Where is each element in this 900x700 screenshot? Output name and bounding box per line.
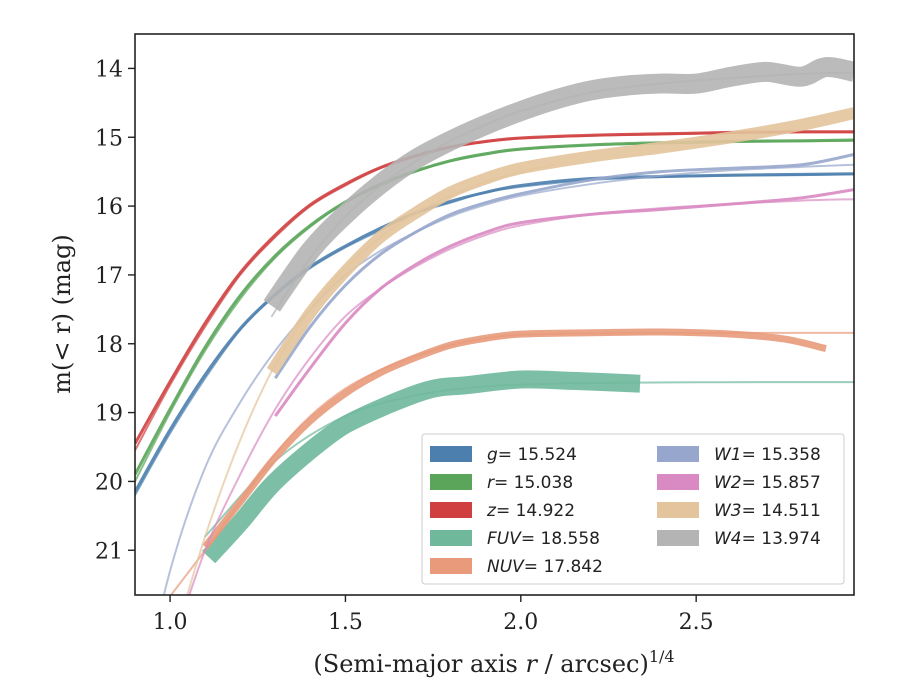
x-tick-label: 1.0 xyxy=(153,610,188,635)
x-tick-label: 2.5 xyxy=(679,610,714,635)
series-layer xyxy=(135,56,854,595)
legend-item-w2: W2= 15.857 xyxy=(657,473,821,493)
legend-swatch xyxy=(657,502,699,518)
legend-label: g= 15.524 xyxy=(487,445,577,465)
legend-swatch xyxy=(430,474,472,490)
legend-item-g: g= 15.524 xyxy=(430,445,577,465)
y-axis: 14 15 16 17 18 19 20 21 xyxy=(95,57,135,564)
y-tick-label: 17 xyxy=(95,264,123,289)
legend-item-w1: W1= 15.358 xyxy=(657,445,821,465)
legend-swatch xyxy=(430,446,472,462)
legend: g= 15.524 r= 15.038 z= 14.922 FUV= 18.558 NU… xyxy=(421,433,845,585)
legend-swatch xyxy=(657,446,699,462)
legend-label: FUV= 18.558 xyxy=(487,529,600,549)
series-nuv xyxy=(169,328,854,595)
y-tick-label: 19 xyxy=(95,402,123,427)
x-tick-label: 1.5 xyxy=(328,610,363,635)
x-tick-label: 2.0 xyxy=(503,610,538,635)
series-w1 xyxy=(162,152,854,595)
series-w4 xyxy=(263,56,854,318)
legend-swatch xyxy=(430,502,472,518)
series-w2 xyxy=(188,188,854,595)
legend-label: r= 15.038 xyxy=(487,473,573,493)
plot-frame xyxy=(134,33,855,596)
legend-item-fuv: FUV= 18.558 xyxy=(430,529,600,549)
y-axis-label: m(< r) (mag) xyxy=(48,234,76,393)
series-nuv-profile-band xyxy=(202,328,827,549)
legend-item-nuv: NUV= 17.842 xyxy=(430,557,603,577)
y-tick-label: 14 xyxy=(95,57,123,82)
x-axis-label: (Semi-major axis r / arcsec)1/4 xyxy=(313,647,674,678)
x-axis: 1.0 1.5 2.0 2.5 xyxy=(153,595,714,635)
series-w3-profile-band xyxy=(266,107,854,375)
series-w4-profile-band xyxy=(263,56,854,312)
y-tick-label: 18 xyxy=(95,333,123,358)
y-tick-label: 20 xyxy=(95,470,123,495)
legend-frame xyxy=(421,433,845,585)
series-w1-profile-band xyxy=(274,152,854,380)
legend-label: W4= 13.974 xyxy=(714,529,821,549)
legend-label: z= 14.922 xyxy=(486,501,575,521)
series-w3 xyxy=(186,107,854,595)
y-tick-label: 21 xyxy=(95,539,123,564)
legend-item-z: z= 14.922 xyxy=(430,501,575,521)
series-fuv-profile-band xyxy=(202,370,641,564)
legend-label: W3= 14.511 xyxy=(714,501,821,521)
legend-item-w3: W3= 14.511 xyxy=(657,501,821,521)
legend-label: W2= 15.857 xyxy=(714,473,821,493)
legend-swatch xyxy=(657,474,699,490)
legend-item-r: r= 15.038 xyxy=(430,473,573,493)
legend-label: W1= 15.358 xyxy=(714,445,821,465)
legend-item-w4: W4= 13.974 xyxy=(657,529,821,549)
legend-label: NUV= 17.842 xyxy=(487,557,603,577)
y-tick-label: 15 xyxy=(95,126,123,151)
legend-swatch xyxy=(657,530,699,546)
legend-swatch xyxy=(430,558,472,574)
series-fuv xyxy=(202,370,854,564)
legend-swatch xyxy=(430,530,472,546)
y-tick-label: 16 xyxy=(95,195,123,220)
series-w2-profile-band xyxy=(274,188,854,417)
